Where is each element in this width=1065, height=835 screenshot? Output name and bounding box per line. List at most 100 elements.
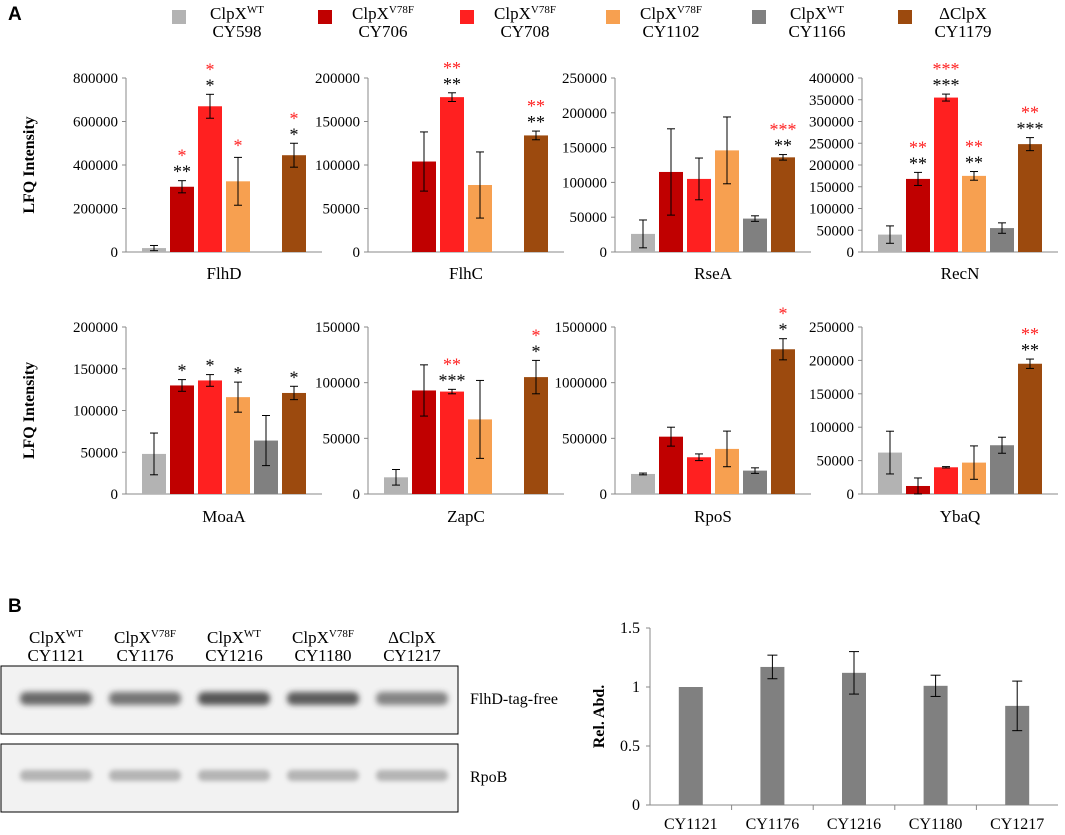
legend-strain: CY598 [212, 22, 261, 41]
y-tick-label: 0 [600, 487, 608, 503]
y-tick-label: 800000 [73, 71, 118, 87]
blot-label-flhd: FlhD-tag-free [470, 691, 558, 708]
lane-label: ClpXV78F [114, 628, 176, 647]
significance-black: * [532, 341, 541, 361]
y-tick-label: 100000 [809, 420, 854, 436]
chart-rpos: 0 500000 1000000 1500000 ** RpoS [555, 304, 811, 526]
legend-label: ΔClpX [939, 4, 987, 23]
legend-strain: CY1166 [789, 22, 846, 41]
bar [760, 666, 785, 805]
bar [923, 685, 948, 805]
chart-flhd: 0200000400000600000800000********FlhDLFQ… [21, 59, 322, 283]
y-tick-label: 350000 [809, 93, 854, 109]
chart-recn: 0 50000 100000 150000 200000 250000 300000 3500… [809, 59, 1058, 283]
y-tick-label: 0 [111, 487, 119, 503]
legend-label: ClpXV78F [640, 4, 702, 23]
y-tick-label: 150000 [809, 180, 854, 196]
chart-title: FlhD [207, 264, 242, 283]
y-tick-label: 100000 [809, 202, 854, 218]
legend-swatch [606, 10, 620, 24]
significance-red: *** [933, 59, 960, 79]
y-tick-label: 50000 [817, 223, 855, 239]
y-tick-label: 150000 [809, 387, 854, 403]
y-tick-label: 100000 [315, 376, 360, 392]
significance-black: * [206, 356, 215, 376]
panel-b-label: B [8, 596, 22, 617]
significance-red: * [234, 135, 243, 155]
chart-title: RpoS [694, 507, 732, 526]
lane-strain: CY1216 [205, 646, 263, 665]
significance-black: ** [443, 74, 461, 94]
lane-label: ΔClpX [388, 628, 436, 647]
legend-swatch [460, 10, 474, 24]
significance-black: *** [439, 370, 466, 390]
bar [384, 477, 408, 494]
y-tick-label: 200000 [315, 71, 360, 87]
x-tick-label: CY1121 [664, 816, 718, 833]
bar [440, 391, 464, 494]
y-tick-label: 200000 [73, 320, 118, 336]
y-tick-label: 150000 [315, 320, 360, 336]
y-axis-label: Rel. Abd. [591, 685, 608, 749]
lane-strain: CY1121 [28, 646, 85, 665]
band-flhd [376, 692, 448, 705]
significance-red: ** [965, 137, 983, 157]
band-rpob [198, 770, 270, 781]
y-tick-label: 50000 [323, 431, 361, 447]
y-tick-label: 150000 [562, 141, 607, 157]
significance-black: * [290, 124, 299, 144]
bar [678, 687, 703, 805]
legend-strain: CY1102 [643, 22, 700, 41]
x-tick-label: CY1180 [909, 816, 963, 833]
legend: ClpXWTCY598ClpXV78FCY706ClpXV78FCY708Clp… [172, 4, 992, 41]
bar [226, 397, 250, 494]
bar [687, 457, 711, 494]
bar [440, 97, 464, 252]
chart-title: MoaA [202, 507, 246, 526]
y-tick-label: 400000 [73, 158, 118, 174]
legend-strain: CY706 [358, 22, 407, 41]
y-tick-label: 0 [353, 487, 361, 503]
y-tick-label: 300000 [809, 115, 854, 131]
band-flhd [20, 692, 92, 705]
bar [631, 473, 655, 494]
y-tick-label: 0.5 [620, 738, 640, 755]
y-tick-label: 100000 [73, 404, 118, 420]
y-axis-label: LFQ Intensity [21, 362, 38, 459]
significance-red: * [178, 146, 187, 166]
western-blot: ClpXWTCY1121ClpXV78FCY1176ClpXWTCY1216Cl… [0, 628, 558, 813]
significance-red: ** [909, 137, 927, 157]
significance-red: * [779, 304, 788, 324]
blot-label-rpob: RpoB [470, 769, 507, 786]
chart-title: YbaQ [940, 507, 981, 526]
significance-black: ** [909, 153, 927, 173]
legend-label: ClpXV78F [494, 4, 556, 23]
significance-red: *** [770, 120, 797, 140]
significance-red: ** [1021, 103, 1039, 123]
lane-label: ClpXWT [207, 628, 261, 647]
bar [524, 135, 548, 252]
chart-title: ZapC [447, 507, 485, 526]
y-tick-label: 1 [632, 679, 640, 696]
y-tick-label: 0 [847, 245, 855, 261]
legend-swatch [318, 10, 332, 24]
bar [198, 380, 222, 494]
bar [906, 178, 930, 252]
x-tick-label: CY1216 [827, 816, 881, 833]
legend-swatch [172, 10, 186, 24]
bar-charts: 0200000400000600000800000********FlhDLFQ… [21, 58, 1058, 526]
significance-black: * [779, 320, 788, 340]
band-flhd [109, 692, 181, 705]
y-tick-label: 500000 [562, 431, 607, 447]
x-tick-label: CY1176 [746, 816, 800, 833]
y-tick-label: 600000 [73, 115, 118, 131]
lane-strain: CY1180 [295, 646, 352, 665]
y-tick-label: 0 [847, 487, 855, 503]
band-flhd [198, 692, 270, 705]
legend-strain: CY1179 [935, 22, 992, 41]
significance-red: ** [1021, 324, 1039, 344]
y-tick-label: 200000 [809, 158, 854, 174]
bar [282, 155, 306, 252]
